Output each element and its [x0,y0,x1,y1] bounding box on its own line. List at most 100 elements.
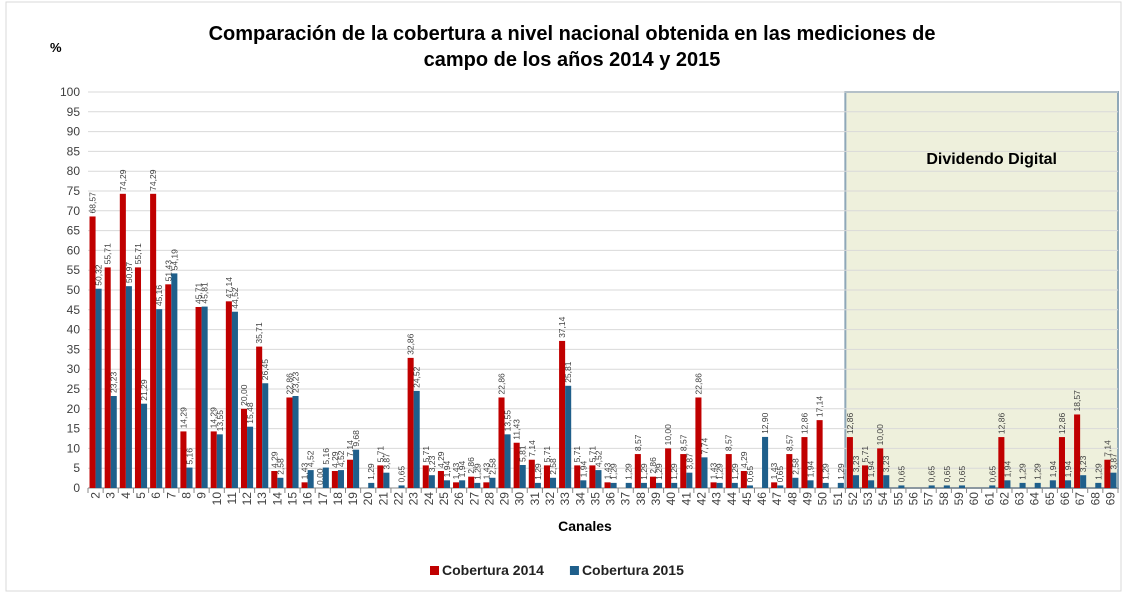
data-label: 22,86 [497,373,507,395]
data-label: 9,68 [351,430,361,447]
x-tick-label: 40 [664,492,678,506]
x-tick-label: 31 [528,492,542,506]
bar [740,471,747,488]
x-tick-label: 15 [285,492,299,506]
x-tick-label: 22 [392,492,406,506]
y-tick-label: 65 [67,224,81,238]
bar [498,397,505,488]
bar [1110,472,1117,488]
bar [292,396,299,488]
x-tick-label: 52 [846,492,860,506]
data-label: 1,29 [1018,463,1028,480]
data-label: 12,86 [1057,413,1067,435]
data-label: 1,29 [730,463,740,480]
x-tick-label: 46 [755,492,769,506]
data-label: 47,14 [224,277,234,299]
x-tick-label: 32 [543,492,557,506]
legend-label: Cobertura 2014 [442,562,544,578]
x-tick-label: 30 [513,492,527,506]
data-label: 1,29 [654,463,664,480]
bar [377,465,384,488]
bar [468,476,475,488]
data-label: 44,52 [230,287,240,309]
bar [801,437,808,488]
data-label: 5,16 [321,448,331,465]
y-tick-label: 45 [67,303,81,317]
x-tick-label: 61 [982,492,996,506]
bar [1064,480,1072,488]
x-tick-label: 25 [437,492,451,506]
data-label: 8,57 [724,434,734,451]
x-tick-label: 28 [482,492,496,506]
bar [89,216,96,488]
bar [792,477,799,488]
y-tick-label: 75 [67,184,81,198]
y-tick-label: 70 [67,204,81,218]
data-label: 55,71 [133,243,143,265]
data-label: 1,94 [457,461,467,478]
data-label: 50,32 [94,264,104,286]
data-label: 12,90 [760,412,770,434]
data-label: 7,14 [527,440,537,457]
data-label: 4,29 [330,451,340,468]
data-label: 4,29 [269,451,279,468]
bar [862,465,869,488]
bar [201,306,208,488]
data-label: 1,43 [769,463,779,480]
bar [216,434,223,488]
x-tick-label: 5 [134,492,148,499]
data-label: 1,43 [603,463,613,480]
data-label: 55,71 [103,243,113,265]
bar [171,273,178,488]
data-label: 7,14 [345,440,355,457]
data-label: 45,81 [200,282,210,304]
bar [1049,480,1056,488]
x-tick-label: 62 [997,492,1011,506]
x-tick-label: 37 [619,492,633,506]
data-label: 50,97 [124,262,134,284]
data-label: 13,55 [503,410,513,432]
bar [868,480,875,488]
data-label: 12,86 [799,413,809,435]
data-label: 13,55 [215,410,225,432]
data-label: 21,29 [139,379,149,401]
data-label: 5,16 [184,448,194,465]
bar [710,482,717,488]
data-label: 25,81 [563,361,573,383]
bar [852,475,859,488]
bar [883,475,890,488]
bar [528,459,535,488]
bar [322,467,329,488]
data-label: 3,87 [1108,453,1118,470]
x-tick-label: 48 [785,492,799,506]
data-label: 0,65 [896,466,906,483]
bar [489,477,496,488]
y-axis-label: % [50,40,62,55]
data-label: 1,29 [533,463,543,480]
bar [286,397,293,488]
bar [383,472,390,488]
bar [625,482,632,488]
y-tick-label: 30 [67,362,81,376]
x-tick-label: 14 [270,492,284,506]
bar [580,480,587,488]
bar [998,437,1005,488]
bar [989,485,996,488]
data-label: 1,43 [481,463,491,480]
data-label: 35,71 [254,322,264,344]
bar [225,301,232,488]
bar [656,482,663,488]
data-label: 1,29 [366,463,376,480]
x-tick-label: 69 [1103,492,1117,506]
data-label: 1,43 [300,463,310,480]
bar [301,482,308,488]
y-tick-label: 20 [67,402,81,416]
data-label: 8,57 [784,434,794,451]
x-tick-label: 50 [816,492,830,506]
bar [640,482,647,488]
bar [437,471,444,488]
x-tick-label: 38 [634,492,648,506]
x-tick-label: 19 [346,492,360,506]
data-label: 1,94 [1048,461,1058,478]
bar [746,485,753,488]
